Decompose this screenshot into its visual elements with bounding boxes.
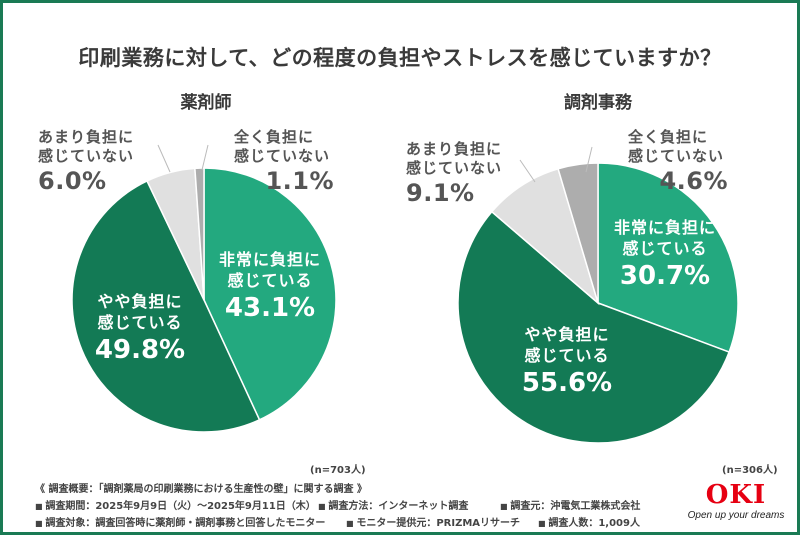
pie1-label-not-at-all: 全く負担に 感じていない 1.1%	[234, 128, 334, 195]
survey-overview: 《 調査概要：「調剤薬局の印刷業務における生産性の壁」に関する調査 》	[35, 484, 367, 495]
pie2-slice-not-much	[490, 167, 600, 306]
oki-tagline: Open up your dreams	[687, 510, 785, 521]
pie2-slice-not-at-all	[557, 162, 599, 304]
pie1-title: 薬剤師	[180, 93, 232, 113]
pie1	[71, 167, 337, 433]
survey-method: 調査方法：インターネット調査	[318, 497, 468, 512]
pie2-slice-very	[597, 162, 739, 354]
oki-logo: OKI Open up your dreams	[686, 482, 786, 521]
pie1-leader-not-at-all	[201, 144, 209, 171]
pie2-slice-somewhat	[457, 210, 731, 444]
pie2-label-very: 非常に負担に 感じている 30.7%	[613, 218, 716, 291]
survey-source: 調査元：沖電気工業株式会社	[500, 497, 640, 512]
survey-count: 調査人数：1,009人	[538, 514, 640, 529]
pie2-title: 調剤事務	[564, 93, 632, 113]
pie1-label-not-much: あまり負担に 感じていない 6.0%	[38, 128, 135, 195]
pie1-slice-very	[203, 167, 337, 421]
oki-logo-text: OKI	[705, 480, 767, 510]
pie1-leader-not-much	[157, 144, 171, 173]
survey-target: 調査対象：調査回答時に薬剤師・調剤事務と回答したモニター	[35, 514, 325, 529]
pie1-slice-not-at-all	[194, 167, 205, 301]
survey-provider: モニター提供元：PRIZMAリサーチ	[346, 514, 520, 529]
pie1-sample-size: (n=703人)	[310, 465, 366, 476]
pie1-label-somewhat: やや負担に 感じている 49.8%	[94, 292, 186, 365]
pie2-leader-not-much	[519, 159, 536, 183]
pie2-label-not-much: あまり負担に 感じていない 9.1%	[406, 140, 503, 207]
survey-period: 調査期間：2025年9月9日（火）～2025年9月11日（木）	[35, 497, 315, 512]
chart-title: 印刷業務に対して、どの程度の負担やストレスを感じていますか？	[78, 46, 722, 70]
pie2-leader-not-at-all	[585, 146, 593, 173]
pie1-slice-somewhat	[71, 179, 261, 433]
pie2-label-somewhat: やや負担に 感じている 55.6%	[521, 325, 613, 398]
pie2-label-not-at-all: 全く負担に 感じていない 4.6%	[628, 128, 728, 195]
pie2-sample-size: (n=306人)	[722, 465, 778, 476]
pie1-label-very: 非常に負担に 感じている 43.1%	[218, 250, 321, 323]
pie2	[457, 162, 739, 444]
